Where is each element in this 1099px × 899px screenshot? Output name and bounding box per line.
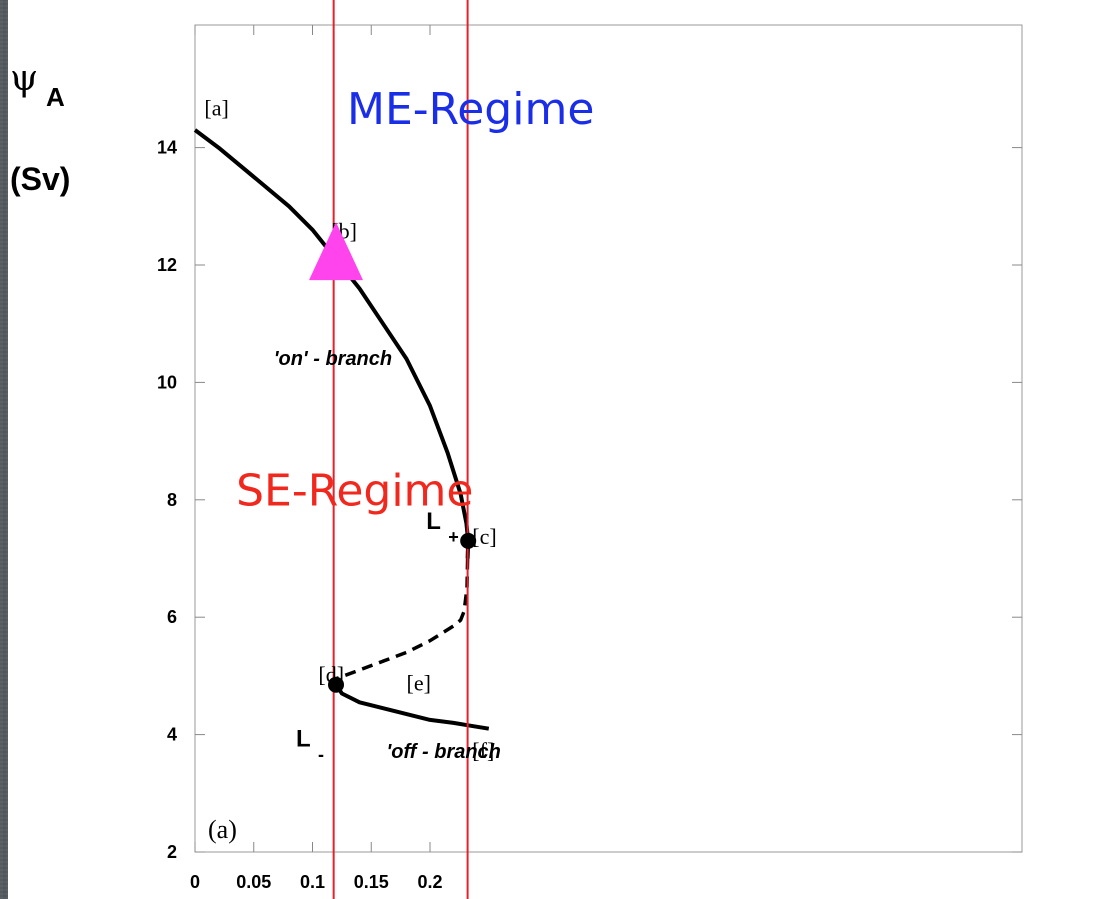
bifurcation-label: L [296,726,311,753]
plot-border [194,24,1023,853]
y-tick-label: 14 [157,138,177,158]
y-tick-label: 4 [167,725,177,745]
series-group [193,128,490,731]
point-label: [d] [318,662,344,687]
annotation-texts: [a][b][c][d] [e][f]'on' - branch'off - br… [204,84,594,763]
y-tick-label: 8 [167,490,177,510]
point-label: [f] [472,738,494,763]
bifurcation-sub: + [448,527,459,547]
y-tick-label: 2 [167,842,177,862]
y-axis-symbol: ψ [10,58,38,99]
state-marker-triangle [309,222,363,281]
branch-label: 'off - branch [387,741,501,763]
point-label: [c] [472,524,496,549]
point-markers: L+L- [296,508,477,765]
y-tick-label: 12 [157,255,177,275]
series-line-3 [334,683,490,731]
bifurcation-point-+ [460,532,477,549]
branch-label: 'on' - branch [274,348,392,370]
panel-label: (a) [208,815,237,844]
regime-lines [332,0,469,899]
bifurcation-point-- [328,676,344,693]
x-tick-label: 0.1 [300,872,325,892]
axis-ticks: 2 4 6 8 10 12 14 0 0.05 0.1 0.15 0.2 [157,25,1022,892]
y-axis-unit: (Sv) [10,161,70,197]
x-tick-label: 0.2 [417,872,442,892]
plot-background [8,0,1099,899]
me-regime-label: ME-Regime [347,84,594,135]
point-label: [a] [204,95,228,120]
y-axis-subscript: A [46,82,65,112]
plot-frame [194,24,1023,853]
point-label: [e] [407,671,431,696]
y-tick-label: 6 [167,607,177,627]
series-line-2-dashed [335,558,470,681]
x-tick-label: 0 [190,872,200,892]
bifurcation-sub: - [318,745,324,765]
x-tick-label: 0.15 [354,872,389,892]
x-tick-label: 0.05 [236,872,271,892]
y-tick-label: 10 [157,372,177,392]
se-regime-label: SE-Regime [236,466,473,517]
bifurcation-label: L [426,508,441,535]
series-line-1 [193,128,471,559]
